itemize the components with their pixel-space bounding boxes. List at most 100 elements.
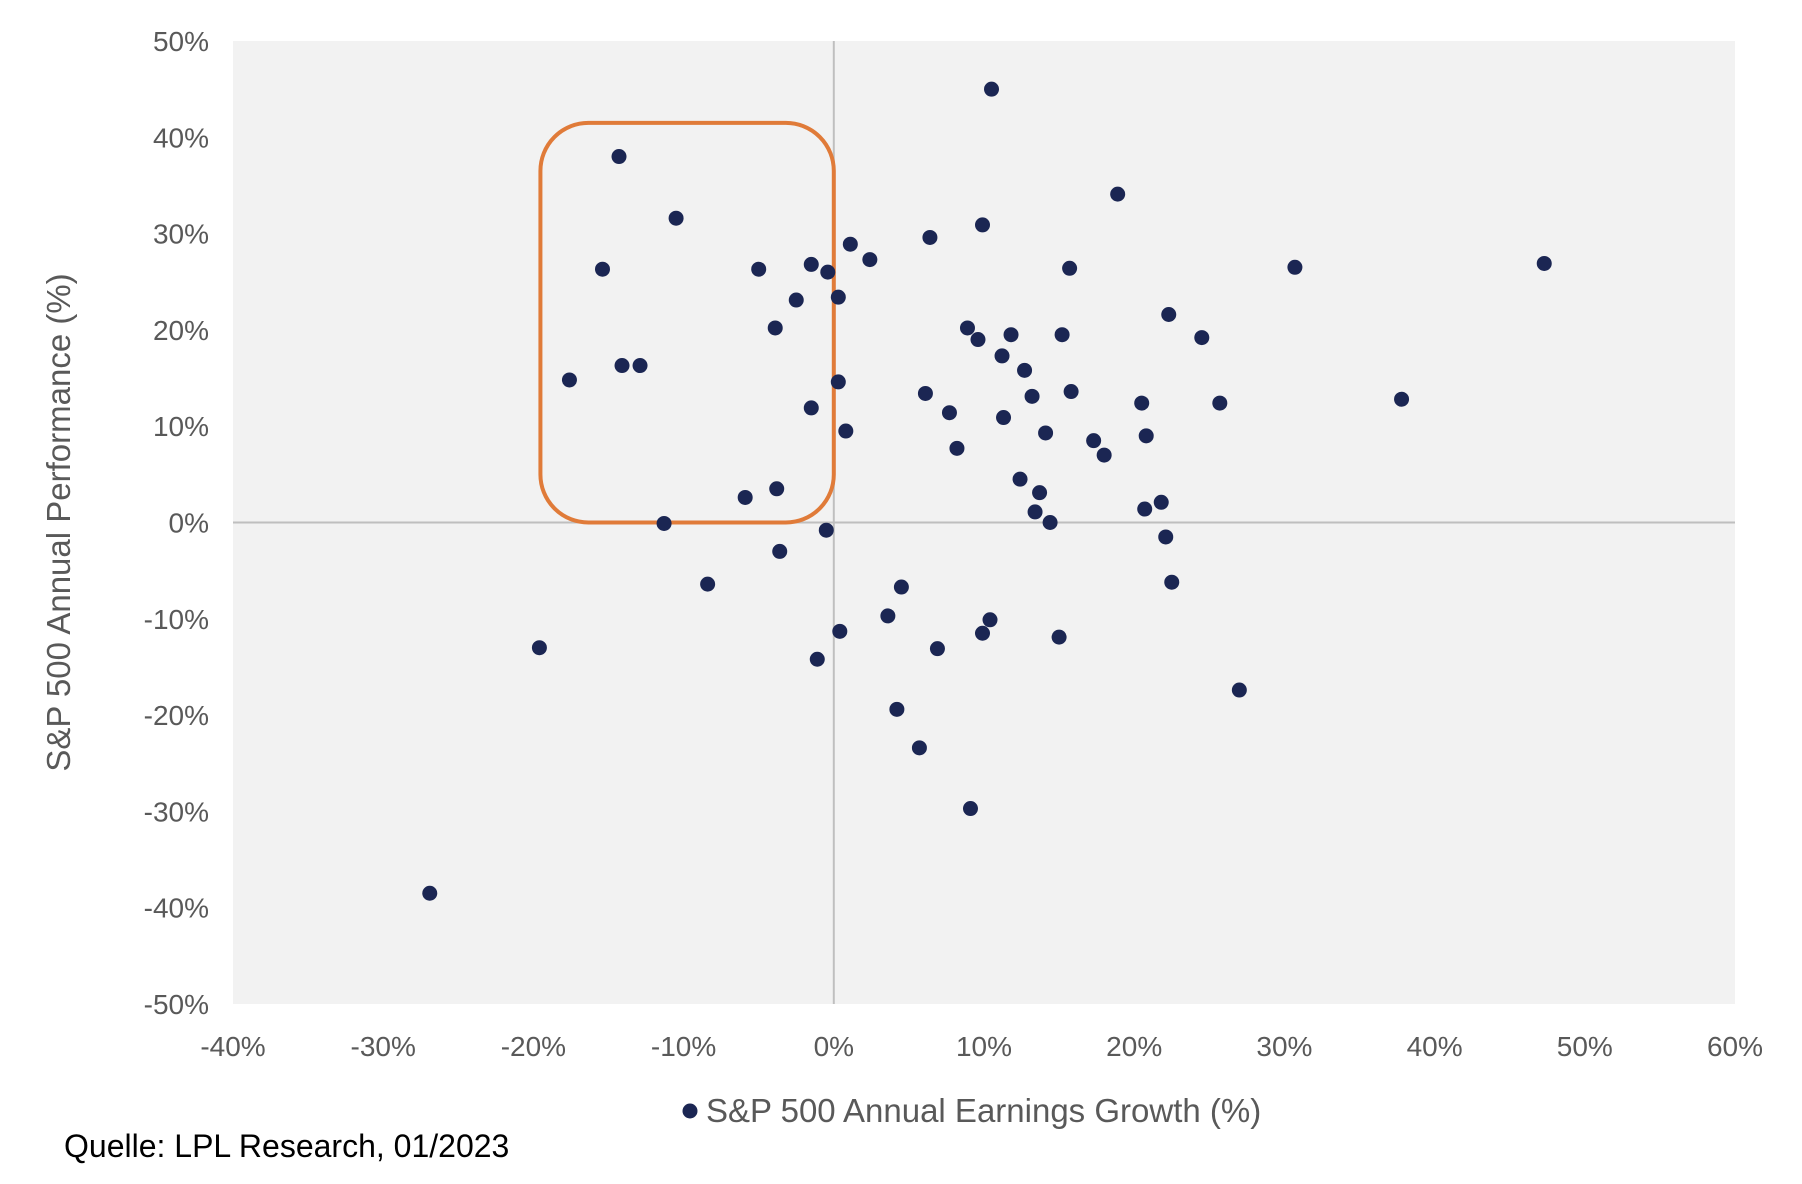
- data-point: [917, 385, 933, 401]
- data-point: [941, 405, 957, 421]
- data-point: [1110, 186, 1126, 202]
- x-tick-label: 50%: [1557, 1031, 1613, 1062]
- data-point: [611, 149, 627, 165]
- data-point: [1394, 391, 1410, 407]
- data-point: [531, 640, 547, 656]
- data-point: [632, 358, 648, 374]
- data-point: [1212, 395, 1228, 411]
- x-tick-label: 60%: [1707, 1031, 1763, 1062]
- x-axis-tick-labels: -40% -30% -20% -10% 0% 10% 20% 30% 40% 50% 60%: [200, 1031, 1763, 1062]
- data-point: [803, 400, 819, 416]
- y-tick-label: 30%: [153, 219, 209, 250]
- data-point: [838, 423, 854, 439]
- x-tick-label: 30%: [1256, 1031, 1312, 1062]
- data-point: [561, 372, 577, 388]
- y-tick-label: -20%: [144, 700, 209, 731]
- data-point: [982, 612, 998, 628]
- legend-marker: [682, 1103, 698, 1119]
- data-point: [1063, 384, 1079, 400]
- data-point: [1158, 529, 1174, 545]
- data-point: [769, 481, 785, 497]
- y-tick-label: 50%: [153, 26, 209, 57]
- data-point: [422, 885, 438, 901]
- x-tick-label: 20%: [1106, 1031, 1162, 1062]
- data-point: [1164, 574, 1180, 590]
- data-point: [1027, 504, 1043, 520]
- data-point: [772, 543, 788, 559]
- data-point: [818, 522, 834, 538]
- y-tick-label: 20%: [153, 315, 209, 346]
- data-point: [767, 320, 783, 336]
- x-tick-label: 10%: [956, 1031, 1012, 1062]
- data-point: [751, 261, 767, 277]
- data-point: [830, 374, 846, 390]
- data-point: [929, 641, 945, 657]
- data-point: [996, 410, 1012, 426]
- data-point: [788, 292, 804, 308]
- y-axis-title: S&P 500 Annual Performance (%): [40, 273, 77, 771]
- data-point: [880, 608, 896, 624]
- data-point: [809, 651, 825, 667]
- data-point: [830, 289, 846, 305]
- y-tick-label: -40%: [144, 893, 209, 924]
- data-point: [1042, 515, 1058, 530]
- data-point: [842, 236, 858, 252]
- data-point: [1231, 682, 1247, 698]
- data-point: [656, 515, 672, 531]
- data-point: [1536, 255, 1552, 271]
- data-point: [974, 625, 990, 641]
- x-tick-label: 40%: [1407, 1031, 1463, 1062]
- x-tick-label: -20%: [501, 1031, 566, 1062]
- x-tick-label: 0%: [814, 1031, 854, 1062]
- data-point: [862, 252, 878, 268]
- source-note: Quelle: LPL Research, 01/2023: [64, 1128, 510, 1164]
- data-point: [820, 264, 836, 280]
- data-point: [962, 801, 978, 817]
- legend-label: S&P 500 Annual Earnings Growth (%): [706, 1092, 1261, 1129]
- data-point: [1012, 471, 1028, 487]
- data-point: [668, 210, 684, 226]
- data-point: [594, 261, 610, 277]
- highlight-box: [538, 120, 836, 525]
- x-tick-label: -10%: [651, 1031, 716, 1062]
- y-tick-label: 40%: [153, 122, 209, 153]
- data-point: [974, 217, 990, 233]
- data-point: [959, 320, 975, 336]
- data-point: [1017, 362, 1033, 378]
- y-axis-tick-labels: 50% 40% 30% 20% 10% 0% -10% -20% -30% -40% -50%: [144, 26, 209, 1020]
- data-point: [1161, 306, 1177, 322]
- y-tick-label: -10%: [144, 604, 209, 635]
- data-point: [889, 701, 905, 717]
- data-point: [737, 489, 753, 505]
- data-point: [614, 358, 630, 374]
- x-tick-label: -40%: [200, 1031, 265, 1062]
- data-point: [1003, 327, 1019, 343]
- data-point: [1062, 260, 1078, 276]
- data-point: [1051, 629, 1067, 645]
- y-tick-label: 0%: [169, 508, 209, 539]
- data-point: [1032, 485, 1048, 501]
- data-point: [1086, 433, 1102, 449]
- y-tick-label: -50%: [144, 989, 209, 1020]
- data-point: [1038, 425, 1054, 441]
- data-point: [1153, 494, 1169, 510]
- data-point: [893, 579, 909, 595]
- data-point: [1137, 501, 1153, 517]
- data-points: [422, 81, 1552, 901]
- data-point: [803, 256, 819, 272]
- data-point: [1287, 259, 1303, 275]
- data-point: [832, 623, 848, 639]
- data-point: [1096, 447, 1112, 463]
- data-point: [1054, 327, 1070, 343]
- legend: S&P 500 Annual Earnings Growth (%): [682, 1092, 1261, 1129]
- data-point: [700, 576, 716, 592]
- data-point: [1134, 395, 1150, 411]
- x-tick-label: -30%: [351, 1031, 416, 1062]
- data-point: [994, 348, 1010, 364]
- data-point: [970, 332, 986, 348]
- data-point: [911, 740, 927, 756]
- data-point: [1138, 428, 1154, 444]
- y-tick-label: 10%: [153, 411, 209, 442]
- data-point: [922, 229, 938, 245]
